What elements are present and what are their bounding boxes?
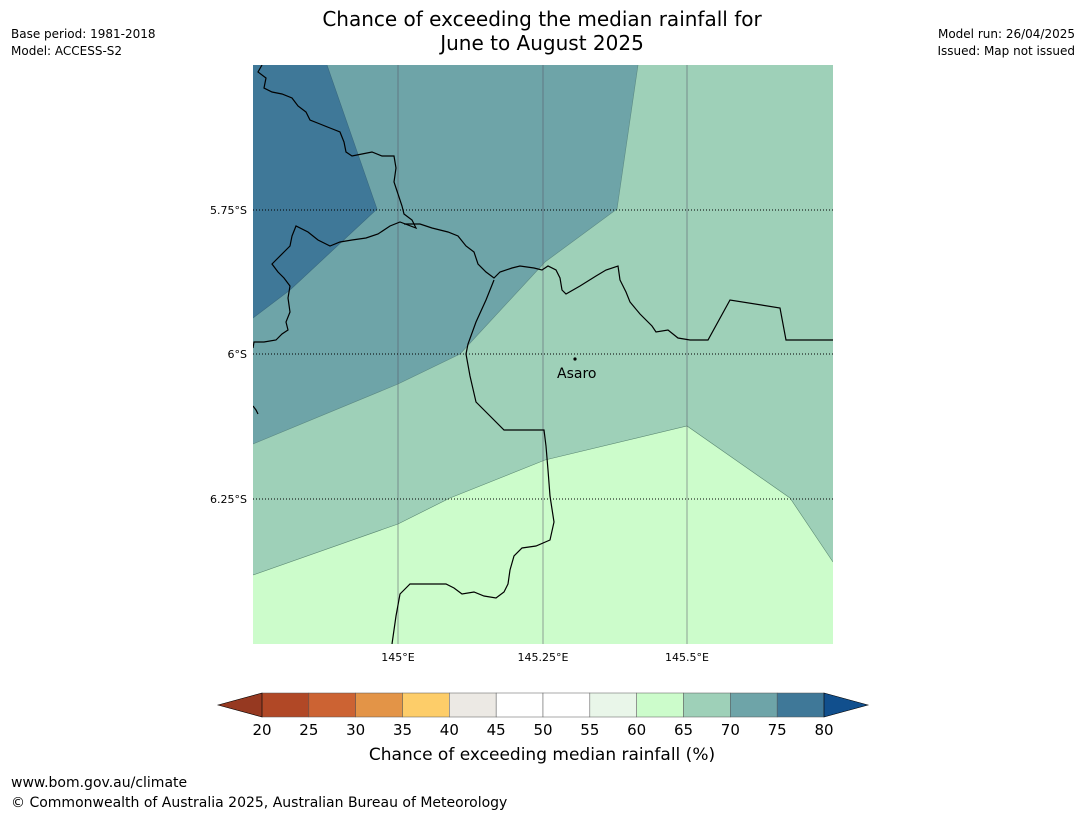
colorbar-cell (402, 692, 450, 718)
colorbar-cell (589, 692, 637, 718)
title-line-1: Chance of exceeding the median rainfall … (322, 7, 762, 31)
colorbar-tick-label: 45 (487, 721, 506, 739)
colorbar-cell (261, 692, 310, 718)
colorbar-cell (636, 692, 684, 718)
meta-right: Model run: 26/04/2025 Issued: Map not is… (937, 26, 1075, 60)
colorbar-tick-label: 60 (627, 721, 646, 739)
colorbar-cell (730, 692, 778, 718)
boundary-north (253, 65, 418, 349)
colorbar-cell (495, 692, 544, 718)
lat-label-5-75: 5.75°S (210, 204, 247, 217)
colorbar-cell (542, 692, 591, 718)
boundary-south (391, 279, 555, 644)
base-period-text: Base period: 1981-2018 (11, 27, 156, 41)
colorbar-cells (261, 692, 825, 718)
colorbar-cell (449, 692, 497, 718)
model-text: Model: ACCESS-S2 (11, 44, 123, 58)
boundary-west-fragment (253, 405, 259, 415)
colorbar-tick-label: 50 (533, 721, 552, 739)
issued-text: Issued: Map not issued (937, 44, 1075, 58)
colorbar-tick-label: 70 (721, 721, 740, 739)
lon-label-145-25: 145.25°E (518, 651, 569, 664)
lat-label-6: 6°S (228, 348, 247, 361)
colorbar-cell (683, 692, 731, 718)
boundary-central (404, 223, 833, 341)
colorbar-tick-label: 25 (299, 721, 318, 739)
colorbar-cell (355, 692, 403, 718)
colorbar-title: Chance of exceeding median rainfall (%) (368, 745, 716, 765)
meta-left: Base period: 1981-2018 Model: ACCESS-S2 (11, 26, 156, 60)
footer-url[interactable]: www.bom.gov.au/climate (11, 775, 188, 791)
colorbar-tick-label: 30 (346, 721, 365, 739)
zone-75-80 (253, 65, 377, 318)
colorbar-cell (776, 692, 825, 718)
page-title: Chance of exceeding the median rainfall … (242, 7, 842, 55)
colorbar-tick-label: 80 (814, 721, 833, 739)
colorbar-ticks: 20 25 30 35 40 45 50 55 60 65 70 75 80 (252, 721, 833, 739)
colorbar-below-arrow (216, 692, 263, 718)
colorbar-cell (308, 692, 356, 718)
lat-label-6-25: 6.25°S (210, 493, 247, 506)
contour-75 (253, 65, 378, 319)
model-run-text: Model run: 26/04/2025 (937, 27, 1075, 41)
colorbar-tick-label: 40 (440, 721, 459, 739)
colorbar-above-arrow (823, 692, 870, 718)
asaro-marker (573, 357, 577, 361)
colorbar-tick-label: 20 (252, 721, 271, 739)
map-figure: Asaro 5.75°S 6°S 6.25°S 145°E 145.25°E 1… (210, 65, 833, 664)
asaro-label: Asaro (557, 366, 596, 382)
colorbar-tick-label: 55 (580, 721, 599, 739)
colorbar: 20 25 30 35 40 45 50 55 60 65 70 75 80 (216, 692, 870, 739)
map-area: Asaro (253, 65, 833, 644)
contour-70 (253, 65, 639, 445)
title-line-2: June to August 2025 (440, 31, 644, 55)
colorbar-tick-label: 65 (674, 721, 693, 739)
lon-label-145: 145°E (381, 651, 414, 664)
colorbar-tick-label: 35 (393, 721, 412, 739)
colorbar-tick-label: 75 (768, 721, 787, 739)
lon-label-145-5: 145.5°E (665, 651, 709, 664)
footer-copyright: © Commonwealth of Australia 2025, Austra… (11, 795, 508, 811)
